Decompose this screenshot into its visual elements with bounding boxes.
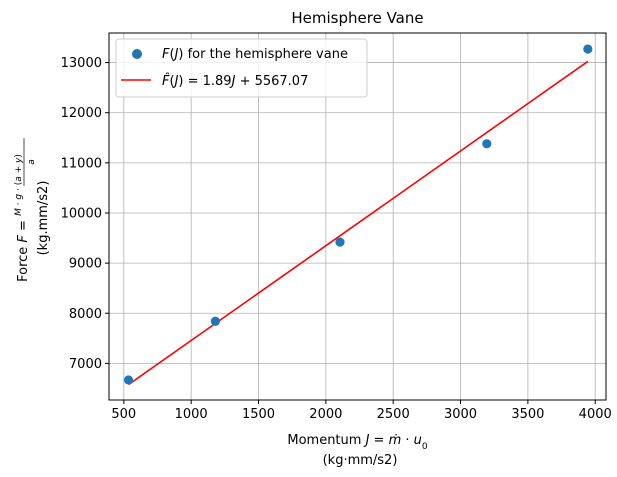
axes-frame <box>108 32 607 401</box>
y-tick-label: 10000 <box>61 206 102 221</box>
legend: F(J) for the hemisphere vane F̂(J) = 1.8… <box>115 38 368 98</box>
y-axis: 7000 8000 9000 10000 11000 12000 13000 <box>61 56 109 372</box>
legend-label-scatter: F(J) for the hemisphere vane <box>162 47 348 62</box>
svg-text:a: a <box>27 159 37 165</box>
legend-box <box>115 38 368 98</box>
y-tick-label: 8000 <box>69 307 102 322</box>
data-point <box>210 316 221 326</box>
legend-label-fit: F̂(J) = 1.89J + 5567.07 <box>162 74 308 89</box>
plot-area <box>123 44 593 386</box>
data-point <box>335 237 345 247</box>
y-tick-label: 13000 <box>61 56 102 71</box>
grid <box>109 33 606 400</box>
y-tick-label: 12000 <box>61 106 102 121</box>
data-point <box>123 375 134 385</box>
y-tick-label: 9000 <box>69 257 102 272</box>
x-axis: 500 1000 1500 2000 2500 3000 3500 4000 <box>111 400 612 422</box>
x-tick-label: 3500 <box>511 407 544 422</box>
data-point <box>482 139 492 149</box>
x-axis-label: Momentum J = ṁ · u0 <box>287 433 428 452</box>
x-tick-label: 1000 <box>175 407 208 422</box>
x-tick-label: 2500 <box>377 407 410 422</box>
svg-text:Force F = M · g · (a + y): Force F = M · g · (a + y) <box>14 154 31 282</box>
fit-line <box>128 60 589 386</box>
x-tick-label: 3000 <box>444 407 477 422</box>
x-tick-label: 1500 <box>242 407 275 422</box>
legend-scatter-marker <box>132 49 142 59</box>
y-axis-label: Force F = M · g · (a + y) a <box>14 138 37 282</box>
x-tick-label: 500 <box>111 407 136 422</box>
data-point <box>583 44 593 54</box>
y-axis-label-units: (kg.mm/s2) <box>36 181 51 256</box>
x-tick-label: 4000 <box>579 407 612 422</box>
x-tick-label: 2000 <box>309 407 342 422</box>
y-tick-label: 7000 <box>69 357 102 372</box>
x-axis-label-units: (kg·mm/s2) <box>323 453 398 468</box>
chart-title: Hemisphere Vane <box>291 9 423 27</box>
y-tick-label: 11000 <box>61 156 102 171</box>
